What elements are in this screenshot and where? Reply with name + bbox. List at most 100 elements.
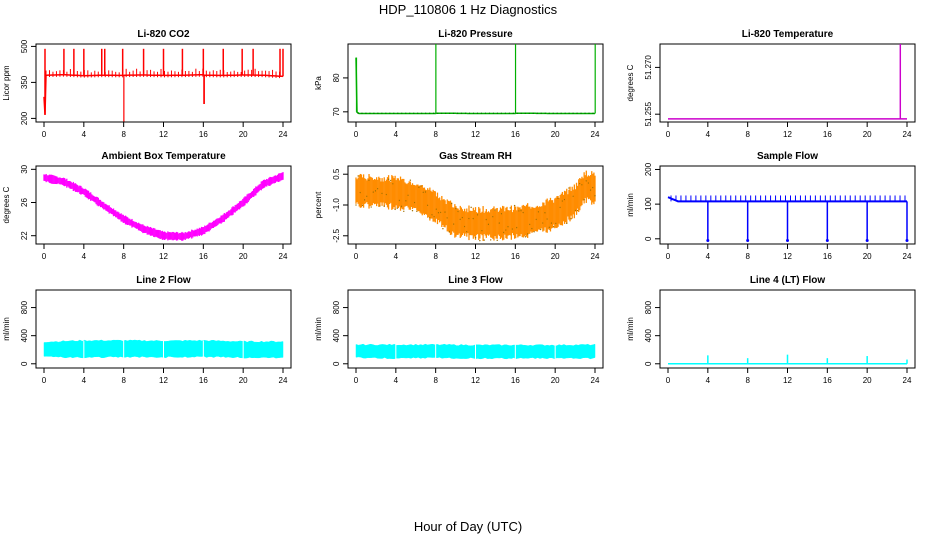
band-dot xyxy=(461,216,464,219)
band-dot xyxy=(435,208,438,210)
band-dot xyxy=(457,210,459,213)
panel-7: Line 2 Flow ml/min 0 400 800 0 4 8 12 16 20 24 xyxy=(2,275,292,385)
band-dot xyxy=(537,211,540,213)
y-tick-label: 400 xyxy=(644,328,653,342)
band-dot xyxy=(485,218,488,221)
band-dot xyxy=(442,228,444,230)
y-tick-label: 0 xyxy=(644,361,653,366)
y-tick-label: 350 xyxy=(20,75,29,89)
band-dot xyxy=(520,210,522,212)
band-dot xyxy=(483,239,485,241)
x-tick-label: 8 xyxy=(121,376,126,385)
band-dot xyxy=(550,222,553,224)
noise-dot xyxy=(488,112,491,114)
noise-dot xyxy=(401,112,403,114)
band-dot xyxy=(437,212,440,214)
noise-dot xyxy=(564,112,566,114)
band-dot xyxy=(470,206,472,209)
band-dot xyxy=(466,230,468,233)
band-dot xyxy=(555,222,557,225)
noise-dot xyxy=(476,112,479,114)
noise-dot xyxy=(417,112,419,114)
x-tick-label: 8 xyxy=(745,130,750,139)
x-tick-label: 8 xyxy=(121,252,126,261)
band-dot xyxy=(546,218,548,220)
noise-dot xyxy=(484,112,487,114)
x-tick-label: 0 xyxy=(666,130,671,139)
x-tick-label: 0 xyxy=(42,130,47,139)
band-dot xyxy=(366,195,368,198)
dip-point xyxy=(786,239,789,243)
plot-area xyxy=(668,44,907,120)
band-dot xyxy=(585,180,588,182)
panel-title: Li-820 Temperature xyxy=(742,29,834,40)
x-tick-label: 8 xyxy=(433,376,438,385)
band-dot xyxy=(450,202,453,205)
band-dot xyxy=(448,230,451,233)
band-dot xyxy=(566,222,568,225)
x-tick-label: 20 xyxy=(863,252,872,261)
band-dot xyxy=(492,216,494,218)
band-dot xyxy=(361,204,364,207)
x-tick-label: 4 xyxy=(706,376,711,385)
plot-area xyxy=(43,48,284,122)
y-tick-label: 0 xyxy=(332,361,341,366)
x-tick-label: 8 xyxy=(433,130,438,139)
band-dot xyxy=(587,182,590,184)
noise-dot xyxy=(472,112,475,114)
panel-title: Line 2 Flow xyxy=(136,275,191,286)
dip-point xyxy=(865,239,869,243)
noise-dot xyxy=(429,112,431,114)
noise-dot xyxy=(568,112,570,114)
band-dot xyxy=(559,206,561,209)
x-tick-label: 16 xyxy=(511,376,520,385)
band-dot xyxy=(359,191,362,194)
y-axis-label: percent xyxy=(314,191,323,218)
noise-dot xyxy=(452,112,455,114)
band-dot xyxy=(429,217,431,219)
dip-point xyxy=(905,239,909,243)
noise-dot xyxy=(576,112,578,114)
noise-dot xyxy=(460,112,463,114)
noise-dot xyxy=(512,112,514,114)
series-line xyxy=(667,196,907,203)
x-tick-label: 4 xyxy=(82,130,87,139)
x-tick-label: 16 xyxy=(511,252,520,261)
x-tick-label: 0 xyxy=(354,252,359,261)
x-tick-label: 16 xyxy=(199,252,208,261)
noise-dot xyxy=(413,112,415,114)
plot-area xyxy=(355,44,596,115)
band-dot xyxy=(398,199,401,202)
plot-area xyxy=(668,354,908,365)
noise-dot xyxy=(369,112,371,114)
x-tick-label: 12 xyxy=(783,130,792,139)
band-dot xyxy=(548,226,551,229)
y-tick-label: 400 xyxy=(332,328,341,342)
band-dot xyxy=(544,212,546,214)
noise-dot xyxy=(385,112,387,114)
y-tick-label: 22 xyxy=(20,231,29,240)
panel-title: Ambient Box Temperature xyxy=(101,151,226,162)
x-tick-label: 12 xyxy=(783,252,792,261)
noise-dot xyxy=(433,112,435,114)
band-dot xyxy=(368,179,370,182)
plot-area xyxy=(355,170,596,242)
x-tick-label: 20 xyxy=(239,252,248,261)
plot-frame xyxy=(659,43,916,123)
noise-dot xyxy=(361,112,363,114)
x-tick-label: 24 xyxy=(903,376,912,385)
panel-title: Sample Flow xyxy=(757,151,818,162)
x-tick-label: 24 xyxy=(279,130,288,139)
plot-area xyxy=(43,339,284,360)
band-dot xyxy=(498,222,501,224)
band-dot xyxy=(405,200,407,202)
panel-9: Line 4 (LT) Flow ml/min 0 400 800 0 4 8 12 16 20 24 xyxy=(626,275,916,385)
x-tick-label: 16 xyxy=(823,376,832,385)
band-dot xyxy=(570,218,572,220)
band-dot xyxy=(390,179,392,182)
y-axis-label: kPa xyxy=(314,76,323,90)
band-dot xyxy=(383,205,385,207)
panel-title: Line 3 Flow xyxy=(448,275,503,286)
